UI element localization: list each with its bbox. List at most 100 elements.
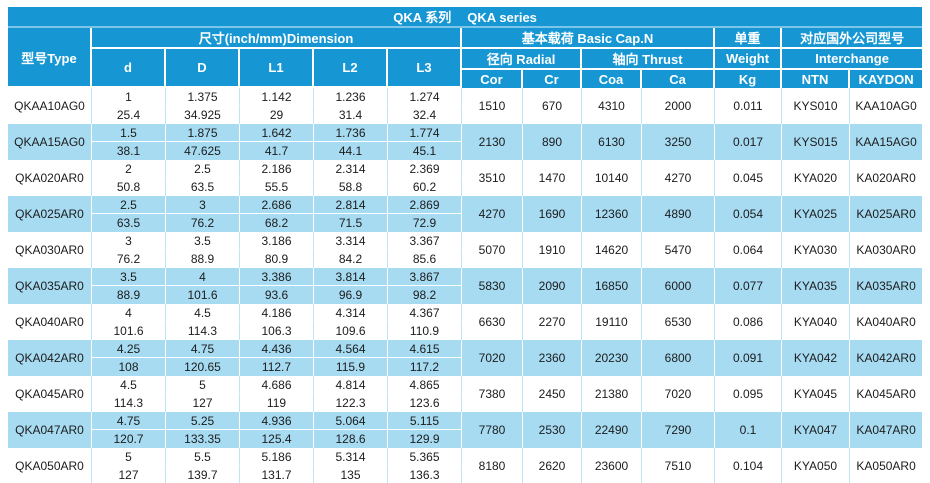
dim-inch-L1: 4.936 (240, 412, 314, 430)
table-row-mm: 50.8 63.5 55.5 58.8 60.2 (8, 178, 922, 196)
dim-mm-L3: 123.6 (388, 394, 462, 412)
dim-mm-L3: 32.4 (388, 106, 462, 124)
header-ca: Ca (642, 70, 715, 88)
ca-cell: 4890 (642, 196, 715, 232)
dim-mm-L3: 60.2 (388, 178, 462, 196)
table-row-mm: 108 120.65 112.7 115.9 117.2 (8, 358, 922, 376)
dim-mm-D: 120.65 (166, 358, 240, 376)
dim-inch-L3: 1.274 (388, 88, 462, 106)
ntn-cell: KYA042 (782, 340, 850, 376)
ntn-cell: KYS015 (782, 124, 850, 160)
dim-inch-L2: 1.736 (314, 124, 388, 142)
header-dim-L3: L3 (388, 49, 462, 88)
coa-cell: 20230 (582, 340, 642, 376)
cor-cell: 4270 (462, 196, 523, 232)
table-row-mm: 120.7 133.35 125.4 128.6 129.9 (8, 430, 922, 448)
dim-mm-d: 25.4 (92, 106, 166, 124)
dim-inch-D: 5 (166, 376, 240, 394)
dim-mm-L2: 44.1 (314, 142, 388, 160)
cr-cell: 2530 (523, 412, 582, 448)
coa-cell: 6130 (582, 124, 642, 160)
cr-cell: 2270 (523, 304, 582, 340)
dim-inch-d: 1 (92, 88, 166, 106)
table-row-mm: 76.2 88.9 80.9 84.2 85.6 (8, 250, 922, 268)
dim-mm-L2: 84.2 (314, 250, 388, 268)
dim-mm-d: 120.7 (92, 430, 166, 448)
dim-inch-L2: 5.314 (314, 448, 388, 466)
dim-inch-L3: 3.367 (388, 232, 462, 250)
header-dim-L2: L2 (314, 49, 388, 88)
dim-inch-d: 2 (92, 160, 166, 178)
dim-mm-D: 88.9 (166, 250, 240, 268)
ca-cell: 2000 (642, 88, 715, 124)
dim-inch-d: 5 (92, 448, 166, 466)
header-dim-d: d (92, 49, 166, 88)
ca-cell: 6530 (642, 304, 715, 340)
dim-inch-L3: 1.774 (388, 124, 462, 142)
weight-cell: 0.045 (715, 160, 782, 196)
weight-cell: 0.086 (715, 304, 782, 340)
coa-cell: 12360 (582, 196, 642, 232)
table-title-cn: QKA 系列 (393, 10, 452, 25)
title-row: QKA 系列 QKA series (8, 7, 923, 28)
ca-cell: 5470 (642, 232, 715, 268)
dim-inch-L2: 2.814 (314, 196, 388, 214)
dim-inch-d: 2.5 (92, 196, 166, 214)
dim-mm-D: 133.35 (166, 430, 240, 448)
model-cell: QKA045AR0 (8, 376, 92, 412)
table-row: QKA035AR0 3.5 4 3.386 3.814 3.867 5830 2090 1685… (8, 268, 923, 304)
dim-mm-L3: 85.6 (388, 250, 462, 268)
cor-cell: 3510 (462, 160, 523, 196)
kaydon-cell: KAA10AG0 (850, 88, 923, 124)
dim-mm-L1: 80.9 (240, 250, 314, 268)
dim-inch-L2: 3.314 (314, 232, 388, 250)
dim-mm-d: 101.6 (92, 322, 166, 340)
dim-inch-L3: 4.865 (388, 376, 462, 394)
table-row: QKAA15AG0 1.5 1.875 1.642 1.736 1.774 2130 890 6… (8, 124, 923, 160)
header-type: 型号Type (8, 28, 92, 88)
dim-mm-d: 63.5 (92, 214, 166, 232)
dim-mm-L3: 136.3 (388, 466, 462, 483)
dim-mm-L3: 98.2 (388, 286, 462, 304)
dim-inch-L1: 2.686 (240, 196, 314, 214)
kaydon-cell: KA020AR0 (850, 160, 923, 196)
dim-mm-d: 50.8 (92, 178, 166, 196)
kaydon-cell: KA035AR0 (850, 268, 923, 304)
cr-cell: 2620 (523, 448, 582, 483)
ca-cell: 3250 (642, 124, 715, 160)
table-row: QKA025AR0 2.5 3 2.686 2.814 2.869 4270 1690 1236… (8, 196, 923, 232)
header-dim-D: D (166, 49, 240, 88)
coa-cell: 23600 (582, 448, 642, 483)
header-interchange-cn: 对应国外公司型号 (782, 28, 923, 49)
dim-mm-D: 63.5 (166, 178, 240, 196)
dim-inch-L3: 2.369 (388, 160, 462, 178)
model-cell: QKA030AR0 (8, 232, 92, 268)
ca-cell: 7290 (642, 412, 715, 448)
dim-mm-L2: 96.9 (314, 286, 388, 304)
ntn-cell: KYA030 (782, 232, 850, 268)
dim-inch-D: 4.75 (166, 340, 240, 358)
table-row-mm: 38.1 47.625 41.7 44.1 45.1 (8, 142, 922, 160)
dim-inch-L3: 3.867 (388, 268, 462, 286)
cr-cell: 2450 (523, 376, 582, 412)
dim-mm-D: 114.3 (166, 322, 240, 340)
header-radial: 径向 Radial (462, 49, 582, 70)
weight-cell: 0.104 (715, 448, 782, 483)
cor-cell: 1510 (462, 88, 523, 124)
dim-inch-d: 3 (92, 232, 166, 250)
kaydon-cell: KA040AR0 (850, 304, 923, 340)
ca-cell: 4270 (642, 160, 715, 196)
dim-mm-L1: 119 (240, 394, 314, 412)
ca-cell: 7020 (642, 376, 715, 412)
dim-inch-L1: 5.186 (240, 448, 314, 466)
dim-mm-d: 88.9 (92, 286, 166, 304)
dim-mm-d: 76.2 (92, 250, 166, 268)
header-cr: Cr (523, 70, 582, 88)
dim-mm-L1: 29 (240, 106, 314, 124)
dim-inch-L2: 5.064 (314, 412, 388, 430)
dim-mm-D: 101.6 (166, 286, 240, 304)
model-cell: QKAA10AG0 (8, 88, 92, 124)
ntn-cell: KYS010 (782, 88, 850, 124)
header-ntn: NTN (782, 70, 850, 88)
table-title-en: QKA series (467, 10, 537, 25)
